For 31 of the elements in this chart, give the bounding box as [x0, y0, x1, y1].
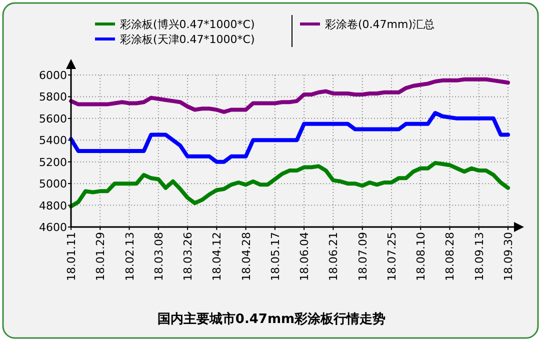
- y-tick-label: 6000: [39, 69, 67, 82]
- y-tick-label: 5600: [39, 112, 67, 126]
- x-tick-label: 18.09.30: [502, 232, 515, 281]
- x-tick-label: 18.01.29: [94, 232, 108, 281]
- x-tick-label: 18.02.13: [123, 232, 136, 281]
- x-tick-label: 18.09.13: [472, 232, 486, 281]
- line-series: [69, 160, 510, 208]
- x-tick-label: 18.04.28: [240, 232, 253, 281]
- x-tick-label: 18.03.08: [152, 232, 166, 281]
- y-tick-label: 5000: [39, 178, 67, 191]
- y-tick-label: 4800: [39, 199, 67, 212]
- y-tick-label: 4600: [39, 221, 67, 234]
- x-tick-label: 18.01.11: [65, 232, 78, 281]
- legend-label: 彩涂板(博兴0.47*1000*C): [120, 18, 255, 31]
- line-series: [69, 77, 510, 114]
- line-series: [69, 111, 510, 164]
- x-tick-label: 18.07.09: [356, 232, 370, 281]
- legend-label: 彩涂卷(0.47mm)汇总: [325, 18, 435, 31]
- x-tick-label: 18.03.26: [182, 232, 195, 281]
- y-tick-label: 5200: [39, 156, 67, 169]
- x-tick-label: 18.04.12: [210, 232, 224, 281]
- y-tick-label: 5800: [39, 90, 67, 104]
- x-tick-label: 18.05.17: [268, 232, 282, 281]
- x-tick-label: 18.08.28: [444, 232, 457, 281]
- text: 国内主要城市0.47mm彩涂板行情走势: [157, 311, 386, 327]
- x-tick-label: 18.06.04: [298, 232, 312, 281]
- y-tick-label: 5400: [39, 134, 67, 148]
- x-tick-label: 18.07.25: [385, 232, 398, 281]
- x-tick-label: 18.08.10: [414, 232, 428, 281]
- x-tick-label: 18.06.21: [327, 232, 340, 281]
- legend-label: 彩涂板(天津0.47*1000*C): [120, 33, 255, 46]
